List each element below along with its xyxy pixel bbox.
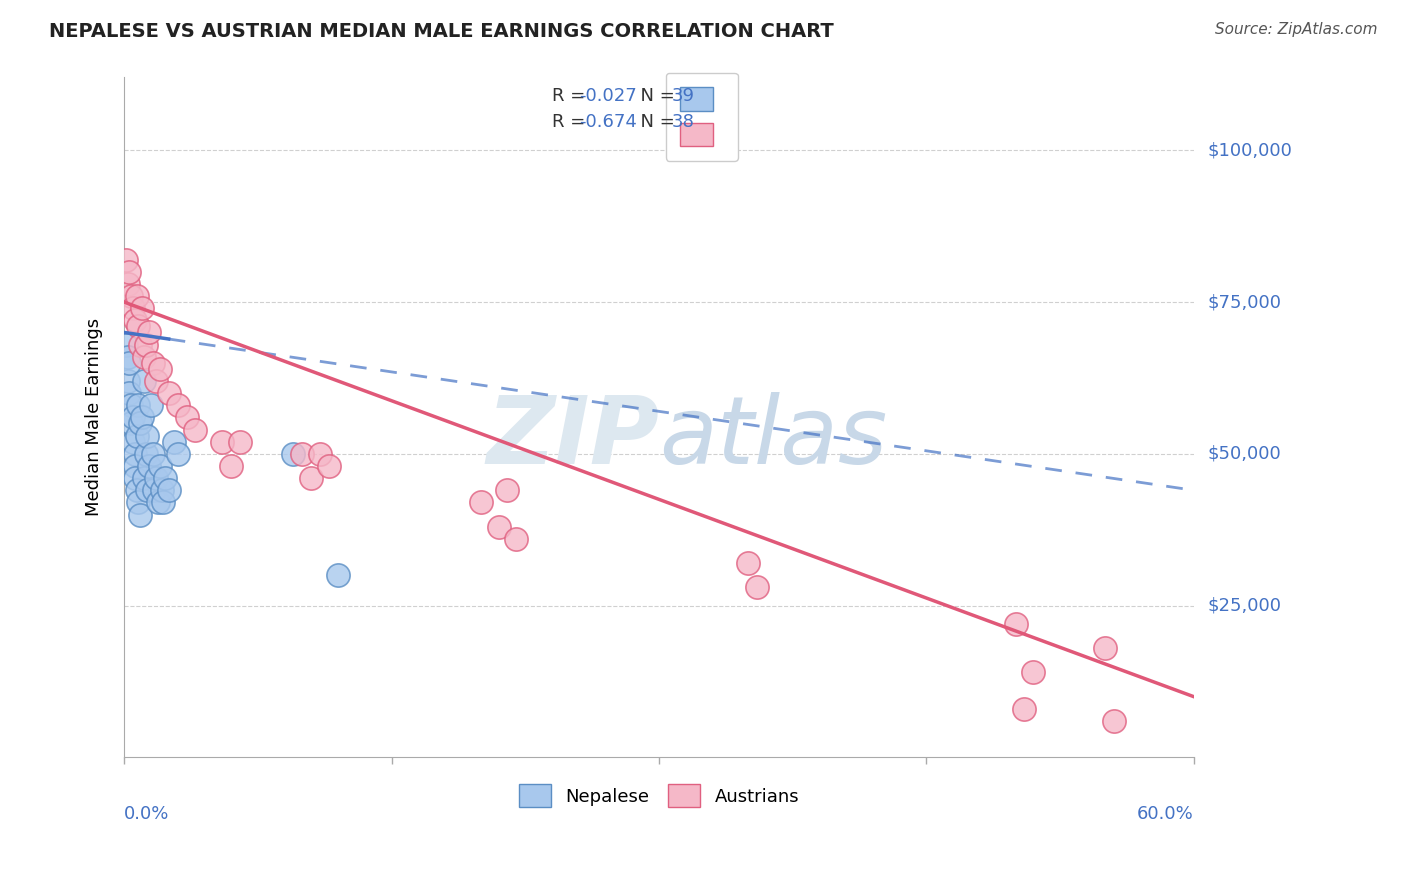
Point xyxy=(142,447,165,461)
Point xyxy=(291,447,314,461)
Text: N =: N = xyxy=(628,112,681,130)
Point xyxy=(219,458,242,473)
Point xyxy=(122,434,145,449)
Point xyxy=(145,471,167,485)
Point xyxy=(1004,616,1026,631)
Point xyxy=(122,301,145,315)
Point xyxy=(150,483,173,498)
Point xyxy=(115,337,138,351)
Text: 0.0%: 0.0% xyxy=(124,805,170,823)
Point xyxy=(131,301,153,315)
Y-axis label: Median Male Earnings: Median Male Earnings xyxy=(86,318,103,516)
Point xyxy=(1094,641,1116,656)
Point xyxy=(120,398,142,412)
Point xyxy=(136,483,159,498)
Point xyxy=(176,410,198,425)
Point xyxy=(118,356,141,370)
Point xyxy=(1014,702,1036,716)
Text: 38: 38 xyxy=(672,112,695,130)
Text: Source: ZipAtlas.com: Source: ZipAtlas.com xyxy=(1215,22,1378,37)
Text: $50,000: $50,000 xyxy=(1208,445,1281,463)
Point xyxy=(118,386,141,401)
Text: R =: R = xyxy=(553,87,591,105)
Point xyxy=(142,356,165,370)
Point xyxy=(125,428,148,442)
Point xyxy=(129,337,152,351)
Point xyxy=(184,423,207,437)
Text: -0.674: -0.674 xyxy=(579,112,637,130)
Point xyxy=(152,495,174,509)
Point xyxy=(135,337,157,351)
Point xyxy=(488,519,510,533)
Point xyxy=(127,319,149,334)
Point xyxy=(131,410,153,425)
Point xyxy=(136,428,159,442)
Point xyxy=(117,277,139,291)
Point xyxy=(135,447,157,461)
Point xyxy=(318,458,340,473)
Text: $100,000: $100,000 xyxy=(1208,141,1292,160)
Point xyxy=(139,398,162,412)
Text: NEPALESE VS AUSTRIAN MEDIAN MALE EARNINGS CORRELATION CHART: NEPALESE VS AUSTRIAN MEDIAN MALE EARNING… xyxy=(49,22,834,41)
Point xyxy=(117,374,139,388)
Text: 60.0%: 60.0% xyxy=(1137,805,1194,823)
Point xyxy=(505,532,527,546)
Point xyxy=(157,483,180,498)
Point xyxy=(470,495,492,509)
Point xyxy=(309,447,332,461)
Point xyxy=(146,495,169,509)
Point xyxy=(1022,665,1045,680)
Point xyxy=(138,326,160,340)
Point xyxy=(149,458,172,473)
Point xyxy=(1102,714,1125,728)
Text: N =: N = xyxy=(628,87,681,105)
Text: 39: 39 xyxy=(672,87,695,105)
Point xyxy=(122,410,145,425)
Text: $25,000: $25,000 xyxy=(1208,597,1282,615)
Point xyxy=(157,386,180,401)
Point xyxy=(299,471,322,485)
Point xyxy=(132,471,155,485)
Point xyxy=(129,508,152,522)
Point xyxy=(129,417,152,431)
Point xyxy=(125,483,148,498)
Point xyxy=(229,434,252,449)
Point xyxy=(120,417,142,431)
Point xyxy=(163,434,186,449)
Point xyxy=(124,447,146,461)
Point xyxy=(118,265,141,279)
Text: $75,000: $75,000 xyxy=(1208,293,1282,311)
Point xyxy=(125,289,148,303)
Point xyxy=(124,313,146,327)
Point xyxy=(117,350,139,364)
Text: atlas: atlas xyxy=(659,392,887,483)
Point xyxy=(153,471,176,485)
Point xyxy=(127,495,149,509)
Point xyxy=(138,458,160,473)
Text: -0.027: -0.027 xyxy=(579,87,637,105)
Point xyxy=(496,483,519,498)
Point xyxy=(120,289,142,303)
Point xyxy=(124,471,146,485)
Point xyxy=(149,362,172,376)
Point xyxy=(132,374,155,388)
Point xyxy=(166,447,188,461)
Text: R =: R = xyxy=(553,112,591,130)
Point xyxy=(211,434,233,449)
Point xyxy=(124,458,146,473)
Legend: Nepalese, Austrians: Nepalese, Austrians xyxy=(509,775,808,816)
Point xyxy=(745,581,768,595)
Point xyxy=(143,483,166,498)
Point xyxy=(166,398,188,412)
Point xyxy=(326,568,349,582)
Text: ZIP: ZIP xyxy=(486,392,659,483)
Point xyxy=(145,374,167,388)
Point xyxy=(132,350,155,364)
Point xyxy=(127,398,149,412)
Point xyxy=(737,556,759,570)
Point xyxy=(115,252,138,267)
Point xyxy=(283,447,305,461)
